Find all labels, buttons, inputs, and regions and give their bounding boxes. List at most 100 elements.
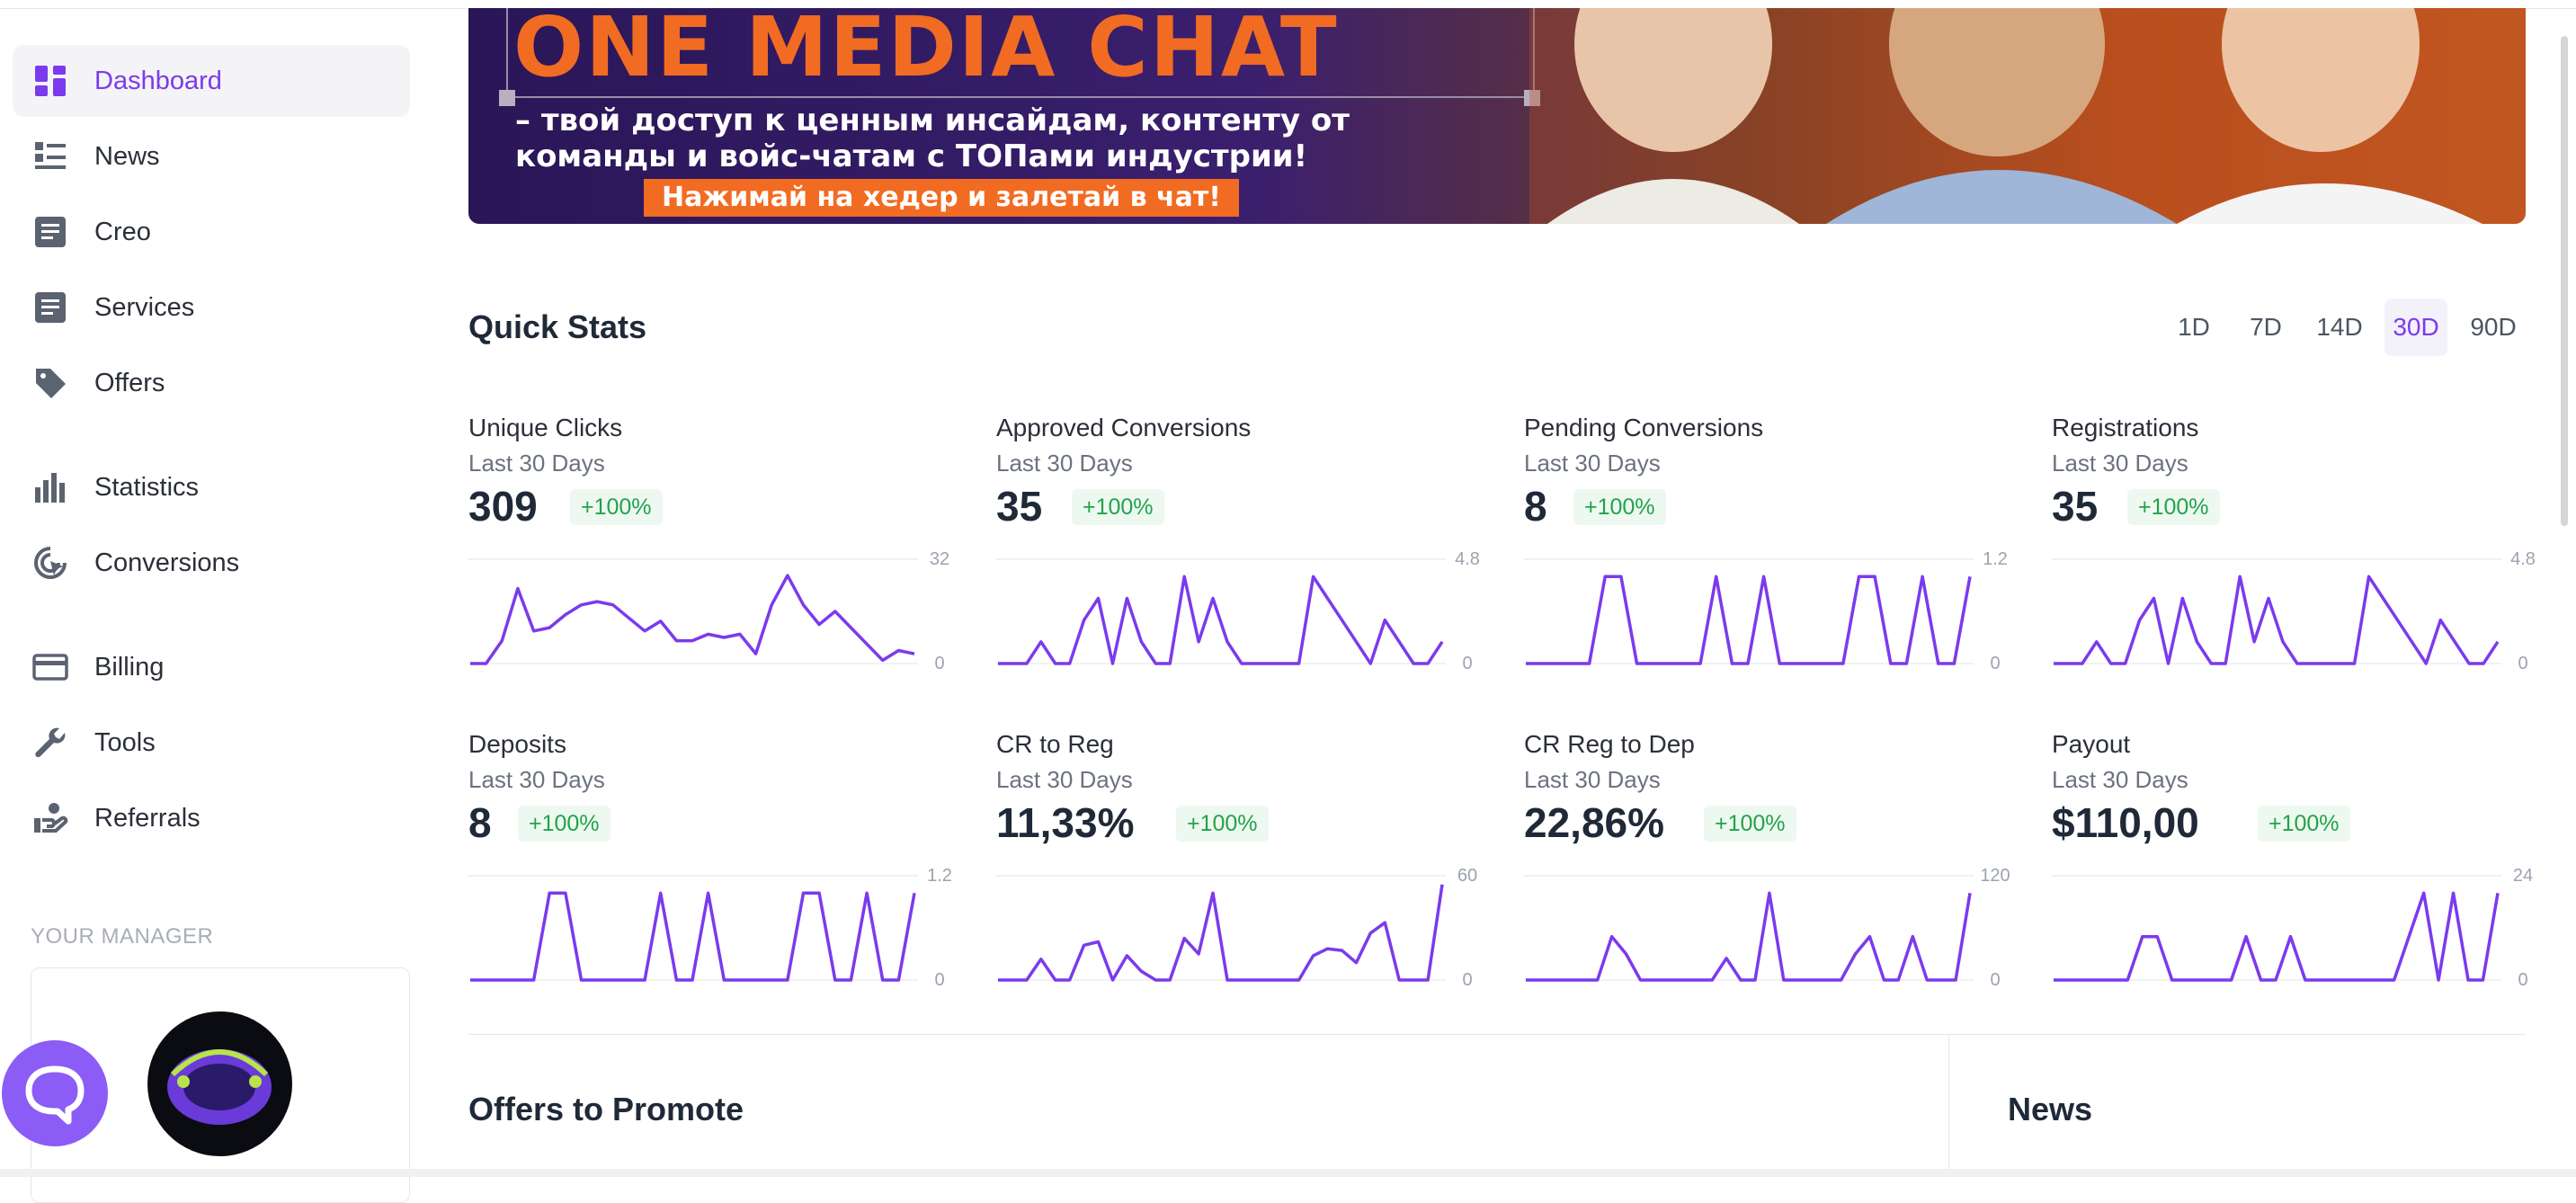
stat-title: CR to Reg	[996, 730, 1114, 758]
stat-title: CR Reg to Dep	[1524, 730, 1695, 758]
sparkline-chart: 4.80	[2052, 549, 2536, 673]
stat-subtitle: Last 30 Days	[2052, 766, 2188, 793]
sidebar-item-dashboard[interactable]: Dashboard	[13, 45, 410, 117]
chat-icon	[25, 1065, 85, 1125]
tag-icon	[36, 369, 66, 398]
sparkline-max-label: 24	[2513, 866, 2533, 886]
sparkline-series	[998, 575, 1444, 665]
banner-title-frame	[506, 8, 1535, 98]
sparkline-chart: 4.80	[996, 549, 1480, 673]
stat-subtitle: Last 30 Days	[468, 766, 605, 793]
sparkline-chart: 60 0	[996, 866, 1477, 990]
stat-value: 309	[468, 483, 538, 530]
promo-banner[interactable]: ONE MEDIA CHAT – твой доступ к ценным ин…	[468, 8, 2526, 224]
sidebar-item-billing[interactable]: Billing	[13, 631, 410, 703]
period-14d-button[interactable]: 14D	[2316, 313, 2363, 341]
news-icon	[35, 142, 66, 169]
sidebar: Dashboard News Creo Services Offers	[0, 0, 423, 1203]
sparkline-max-label: 60	[1457, 866, 1477, 886]
sidebar-item-creo[interactable]: Creo	[13, 196, 410, 268]
period-7d-button[interactable]: 7D	[2250, 313, 2282, 341]
sidebar-item-label: Tools	[94, 728, 156, 757]
sparkline-max-label: 32	[930, 549, 949, 569]
sidebar-item-label: Statistics	[94, 473, 200, 502]
page-scrollbar[interactable]	[2561, 36, 2568, 526]
frame-handle	[1524, 90, 1540, 106]
bottom-edge	[0, 1169, 2576, 1177]
sparkline-chart: 32 0	[468, 549, 949, 673]
news-section-title: News	[2008, 1091, 2093, 1127]
sidebar-item-label: News	[94, 142, 160, 171]
period-90d-button[interactable]: 90D	[2470, 313, 2517, 341]
sparkline-max-label: 120	[1980, 866, 2010, 886]
stat-subtitle: Last 30 Days	[468, 450, 605, 477]
stat-value: $110,00	[2052, 799, 2199, 846]
sparkline-chart: 120 0	[1524, 866, 2010, 990]
credit-card-icon	[32, 654, 68, 681]
sidebar-item-news[interactable]: News	[13, 120, 410, 192]
banner-text-line-2: команды и войс-чатам с ТОПами индустрии!	[515, 138, 1308, 174]
sparkline-series	[2054, 891, 2500, 982]
stat-card: Payout Last 30 Days $110,00 +100% 24 0	[2052, 730, 2537, 1036]
sidebar-item-tools[interactable]: Tools	[13, 707, 410, 779]
bar-chart-icon	[35, 473, 65, 503]
sparkline-min-label: 0	[934, 654, 944, 673]
banner-people-image	[1529, 8, 2526, 224]
stat-change-badge: +100%	[518, 806, 611, 842]
chat-launcher-button[interactable]	[2, 1040, 108, 1146]
stat-change-badge: +100%	[1573, 489, 1666, 525]
stat-subtitle: Last 30 Days	[996, 450, 1133, 477]
stat-subtitle: Last 30 Days	[996, 766, 1133, 793]
sparkline-max-label: 1.2	[927, 866, 952, 886]
stat-value: 8	[1524, 483, 1547, 530]
sidebar-item-label: Billing	[94, 653, 165, 682]
sparkline-series	[1526, 575, 1972, 665]
sparkline-min-label: 0	[1462, 654, 1472, 673]
manager-avatar[interactable]	[147, 1011, 292, 1156]
column-divider	[1948, 1034, 1949, 1177]
dashboard-icon	[35, 66, 66, 96]
sidebar-item-conversions[interactable]: Conversions	[13, 527, 410, 599]
sparkline-chart: 1.20	[468, 866, 952, 990]
period-1d-button[interactable]: 1D	[2178, 313, 2210, 341]
stat-title: Pending Conversions	[1524, 414, 1764, 441]
sparkline-chart: 24 0	[2052, 866, 2533, 990]
services-icon	[35, 292, 66, 323]
stat-change-badge: +100%	[1072, 489, 1164, 525]
sidebar-item-referrals[interactable]: Referrals	[13, 782, 410, 854]
sidebar-item-statistics[interactable]: Statistics	[13, 451, 410, 523]
stat-change-badge: +100%	[2127, 489, 2220, 525]
sidebar-item-services[interactable]: Services	[13, 272, 410, 343]
stat-value: 11,33%	[996, 799, 1135, 846]
sidebar-item-label: Dashboard	[94, 67, 222, 95]
quick-stats-title: Quick Stats	[468, 308, 647, 345]
sparkline-min-label: 0	[1990, 654, 2000, 673]
banner-cta: Нажимай на хедер и залетай в чат!	[644, 179, 1239, 217]
stat-value: 22,86%	[1524, 799, 1665, 846]
sparkline-min-label: 0	[2518, 654, 2527, 673]
stat-subtitle: Last 30 Days	[1524, 766, 1661, 793]
stat-card: Deposits Last 30 Days 8 +100% 1.2 0	[468, 730, 954, 1036]
stat-title: Registrations	[2052, 414, 2199, 441]
stat-change-badge: +100%	[2258, 806, 2350, 842]
stat-change-badge: +100%	[1176, 806, 1269, 842]
sparkline-series	[1526, 891, 1972, 982]
conversions-icon	[34, 547, 67, 579]
sidebar-item-offers[interactable]: Offers	[13, 347, 410, 419]
stat-change-badge: +100%	[570, 489, 663, 525]
stat-card: CR to Reg Last 30 Days 11,33% +100% 60 0	[996, 730, 1482, 1036]
period-30d-button[interactable]: 30D	[2384, 299, 2447, 356]
manager-logo-icon	[167, 1049, 272, 1125]
stat-title: Deposits	[468, 730, 566, 758]
sparkline-series	[470, 574, 915, 665]
sparkline-series	[2054, 575, 2500, 665]
stat-title: Approved Conversions	[996, 414, 1252, 441]
stat-title: Unique Clicks	[468, 414, 623, 441]
banner-title: ONE MEDIA CHAT	[513, 8, 1339, 95]
manager-section-title: YOUR MANAGER	[31, 924, 214, 949]
sparkline-chart: 1.20	[1524, 549, 2008, 673]
sidebar-item-label: Services	[94, 293, 195, 322]
referrals-icon	[34, 803, 68, 833]
stat-subtitle: Last 30 Days	[2052, 450, 2188, 477]
sparkline-max-label: 4.8	[1455, 549, 1480, 569]
